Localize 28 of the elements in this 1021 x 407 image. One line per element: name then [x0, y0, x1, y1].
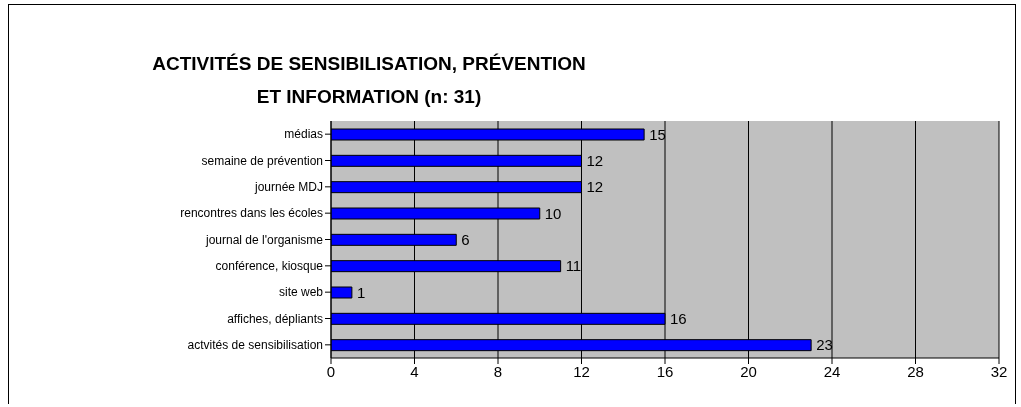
- y-tick-label: conférence, kiosque: [215, 259, 324, 274]
- data-label: 12: [586, 152, 604, 170]
- y-tick-label: journée MDJ: [253, 180, 323, 195]
- data-label: 15: [649, 125, 666, 143]
- x-tick-label: 20: [740, 362, 757, 380]
- data-label: 6: [461, 231, 470, 249]
- y-tick-label: médias: [284, 127, 323, 142]
- data-label: 23: [816, 336, 833, 354]
- y-tick-label: actvités de sensibilisation: [187, 338, 323, 353]
- data-label: 12: [586, 178, 604, 196]
- x-tick-label: 24: [823, 362, 841, 380]
- y-tick-label: site web: [278, 285, 324, 300]
- data-label: 10: [544, 204, 562, 222]
- x-tick-label: 28: [907, 362, 924, 380]
- data-label: 11: [565, 257, 582, 275]
- x-tick-label: 0: [326, 362, 336, 380]
- chart-title: ACTIVITÉS DE SENSIBILISATION, PRÉVENTION ET INFORMATION (n: 31): [151, 52, 587, 109]
- x-tick-label: 4: [410, 362, 419, 380]
- y-tick-label: affiches, dépliants: [227, 311, 323, 326]
- y-tick-label: rencontres dans les écoles: [180, 206, 323, 221]
- x-tick-label: 12: [573, 362, 590, 380]
- data-label: 16: [670, 310, 687, 328]
- x-tick-label: 32: [990, 362, 1008, 380]
- x-tick-label: 8: [493, 362, 503, 380]
- x-tick-label: 16: [656, 362, 674, 380]
- data-label: 1: [356, 283, 366, 301]
- y-tick-label: journal de l'organisme: [204, 232, 324, 247]
- y-tick-label: semaine de prévention: [201, 153, 323, 168]
